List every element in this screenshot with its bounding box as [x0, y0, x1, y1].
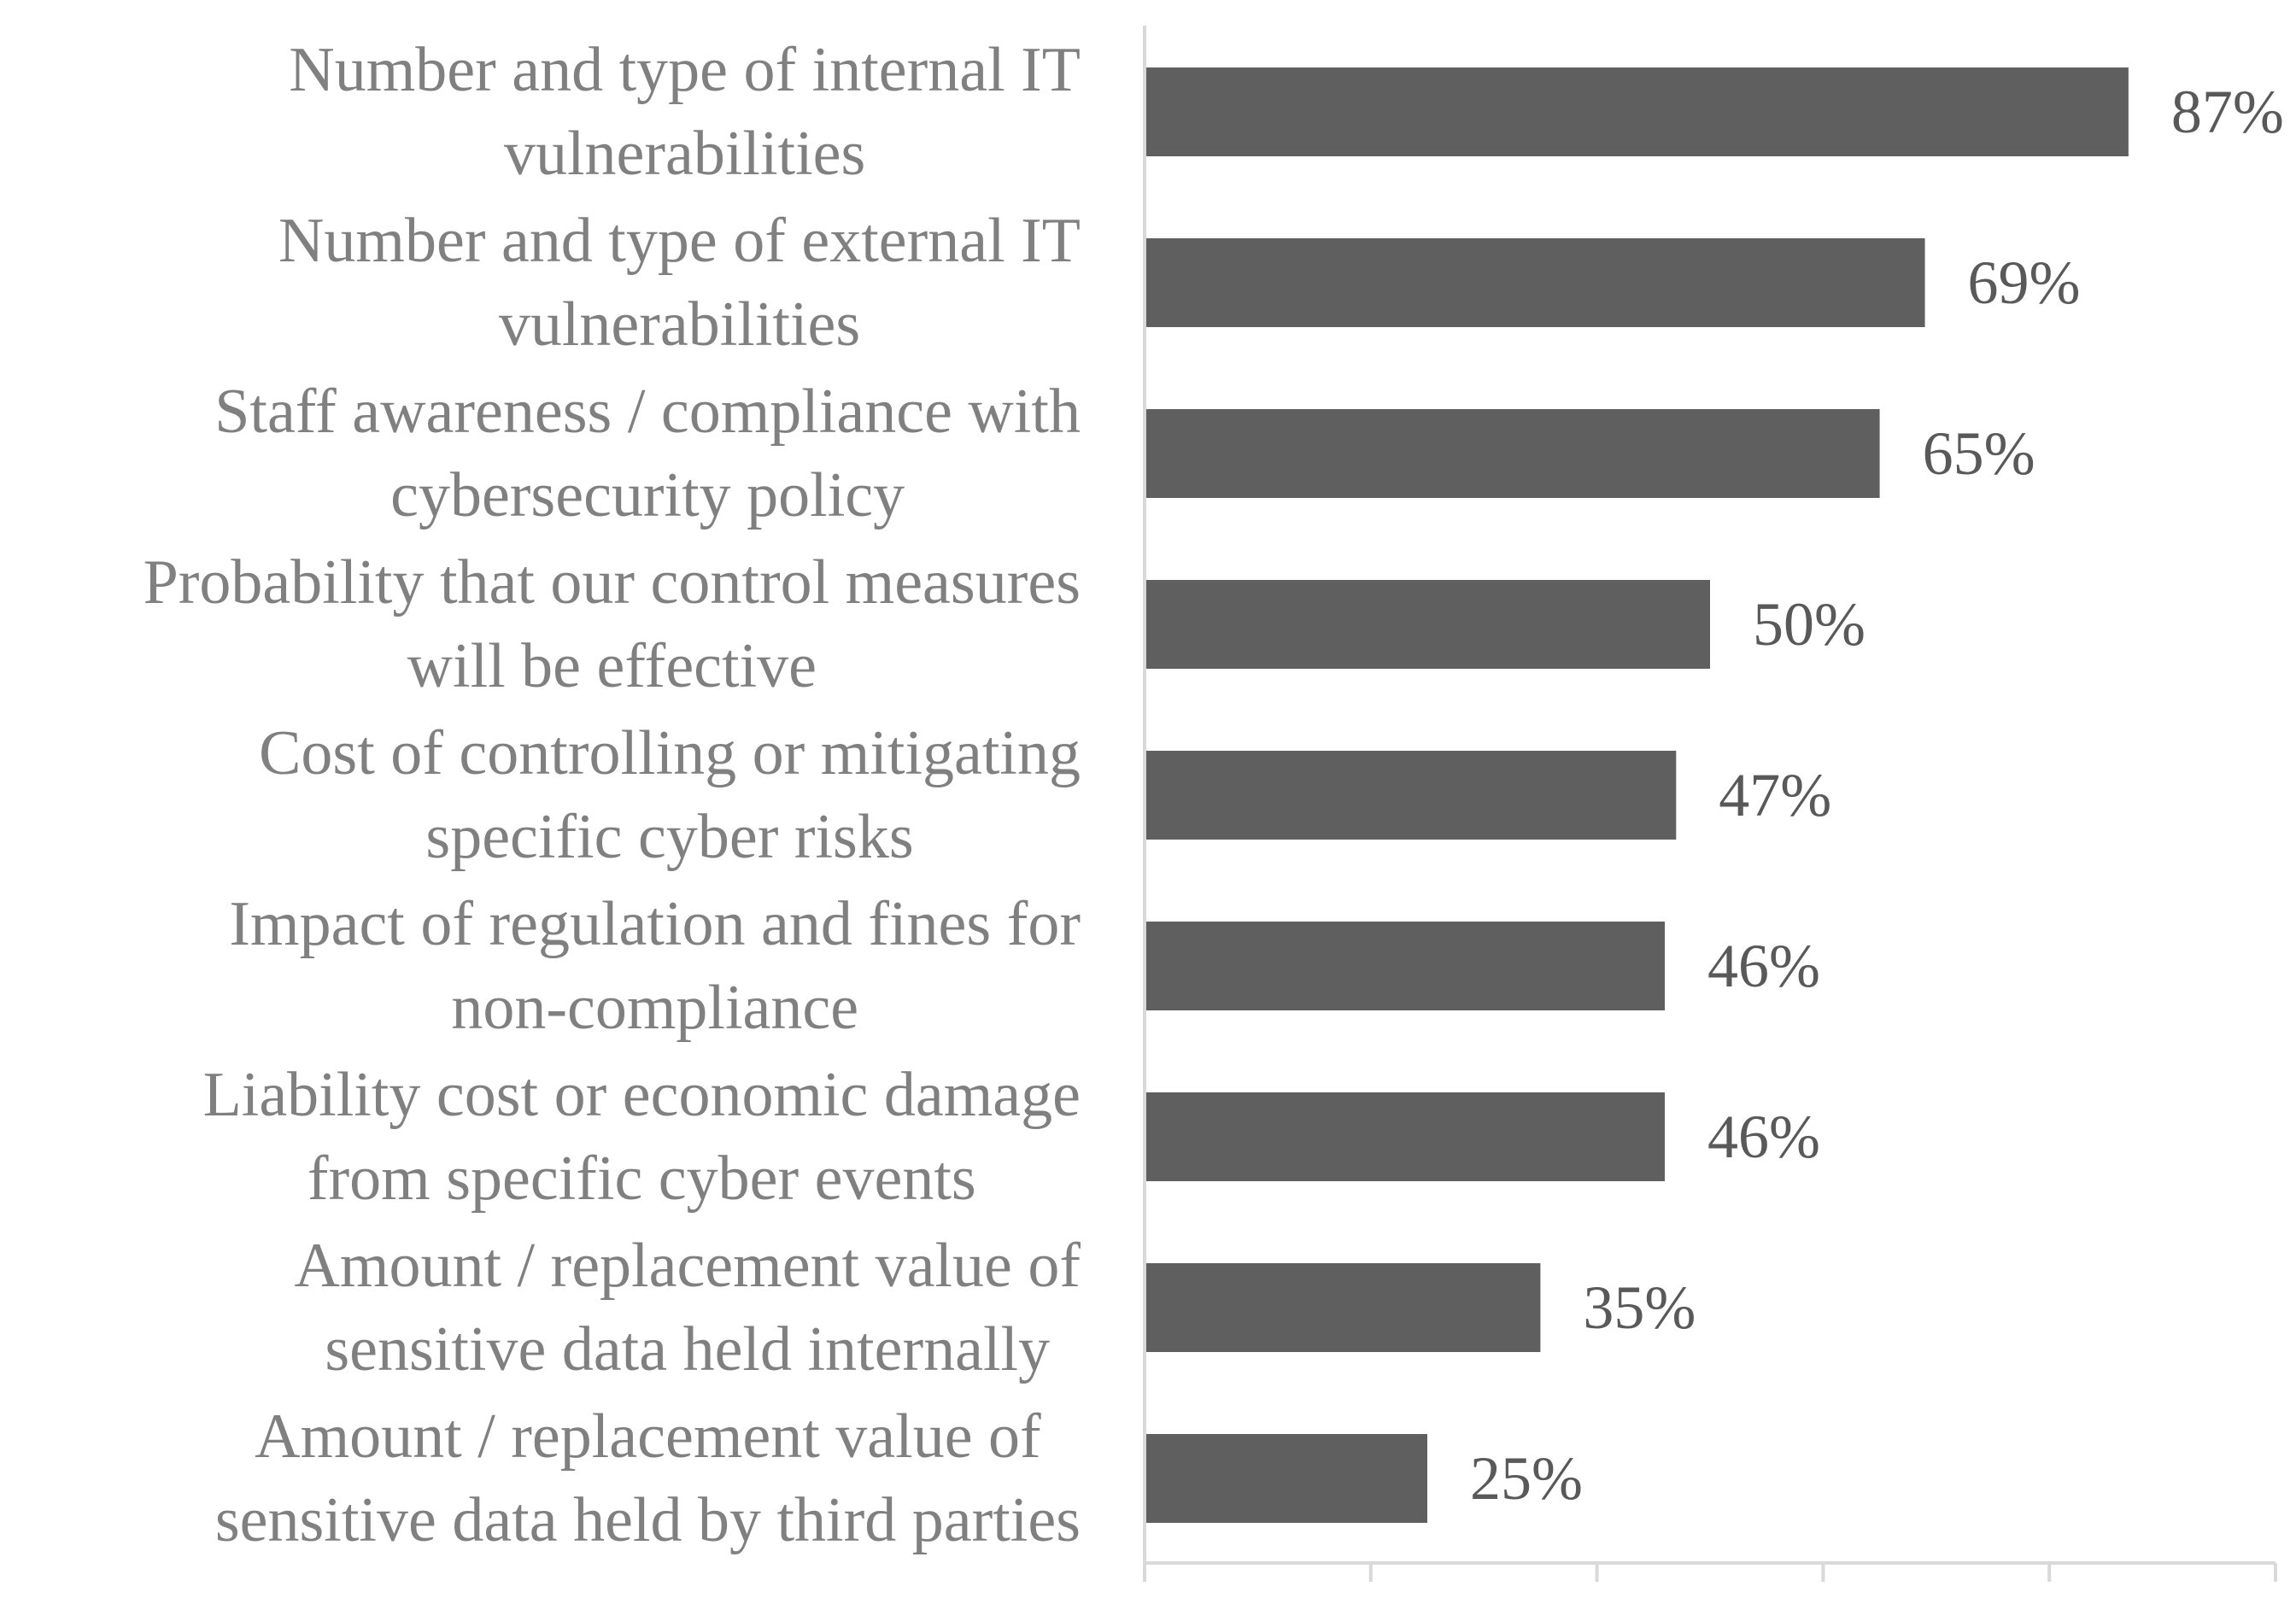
category-label-line: from specific cyber events — [308, 1144, 976, 1214]
category-label-line: cybersecurity policy — [390, 460, 905, 530]
category-label-line: sensitive data held by third parties — [215, 1485, 1081, 1555]
bar — [1145, 1263, 1541, 1352]
category-label: Amount / replacement value of sensitive d… — [294, 1231, 1081, 1384]
bar — [1145, 922, 1666, 1010]
category-label-line: Number and type of internal IT — [289, 35, 1081, 105]
category-label-line: vulnerabilities — [504, 119, 865, 189]
data-label: 47% — [1719, 761, 1831, 829]
data-label: 87% — [2171, 78, 2284, 146]
category-label: Staff awareness / compliance with cyberse… — [214, 377, 1081, 530]
category-label-line: sensitive data held internally — [325, 1314, 1050, 1384]
category-label-line: Cost of controlling or mitigating — [259, 718, 1081, 788]
data-label: 46% — [1707, 932, 1820, 1000]
bars-layer — [1145, 67, 2129, 1523]
category-label: Liability cost or economic damage from sp… — [203, 1060, 1081, 1214]
category-label-line: specific cyber risks — [425, 802, 913, 872]
data-label: 35% — [1583, 1273, 1696, 1342]
bar — [1145, 409, 1880, 498]
category-label-line: Staff awareness / compliance with — [214, 377, 1081, 447]
bar — [1145, 67, 2129, 156]
category-label: Number and type of external IT vulnerabil… — [278, 206, 1081, 360]
bar — [1145, 751, 1677, 840]
bar — [1145, 238, 1925, 327]
data-label: 25% — [1470, 1444, 1583, 1513]
bar — [1145, 580, 1710, 669]
category-labels: Number and type of internal IT vulnerabil… — [144, 35, 1081, 1555]
category-label: Probability that our control measures wil… — [144, 547, 1081, 701]
category-label-line: Probability that our control measures — [144, 547, 1081, 618]
category-label-line: Amount / replacement value of — [294, 1231, 1081, 1301]
category-label-line: Liability cost or economic damage — [203, 1060, 1081, 1130]
category-label: Impact of regulation and fines for non-co… — [229, 889, 1081, 1043]
bar — [1145, 1092, 1666, 1181]
category-label: Cost of controlling or mitigating specifi… — [259, 718, 1081, 872]
bar — [1145, 1434, 1427, 1523]
category-label: Amount / replacement value of sensitive d… — [215, 1402, 1081, 1555]
x-axis — [1143, 26, 2277, 1582]
data-label: 65% — [1923, 419, 2035, 488]
data-label: 69% — [1968, 249, 2081, 317]
category-label-line: will be effective — [407, 631, 817, 701]
data-label: 46% — [1707, 1103, 1820, 1171]
value-labels: 87% 69% 65% 50% 47% 46% 46% 35% 25% — [1470, 78, 2284, 1513]
category-label-line: vulnerabilities — [499, 290, 860, 360]
category-label-line: Amount / replacement value of — [255, 1402, 1041, 1472]
data-label: 50% — [1753, 590, 1866, 659]
category-label-line: Impact of regulation and fines for — [229, 889, 1081, 959]
category-label-line: Number and type of external IT — [278, 206, 1081, 276]
category-label-line: non-compliance — [451, 973, 858, 1043]
category-label: Number and type of internal IT vulnerabil… — [289, 35, 1081, 189]
